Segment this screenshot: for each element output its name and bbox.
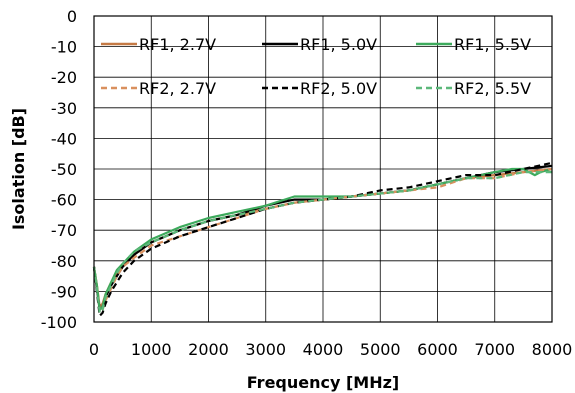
y-tick-label: 0 [67, 7, 77, 26]
y-tick-label: -80 [51, 252, 77, 271]
y-tick-label: -40 [51, 129, 77, 148]
plot-frame [93, 15, 553, 323]
tick-labels: 0 1000 2000 3000 4000 5000 6000 7000 8000 0 -10 -20… [41, 7, 573, 359]
grid [93, 15, 553, 323]
legend-label-2: RF1, 5.5V [454, 35, 531, 54]
x-tick-label: 5000 [360, 340, 401, 359]
x-tick-label: 0 [89, 340, 99, 359]
y-tick-label: -90 [51, 282, 77, 301]
legend-label-1: RF1, 5.0V [300, 35, 377, 54]
x-tick-label: 1000 [131, 340, 172, 359]
y-tick-label: -70 [51, 221, 77, 240]
y-axis-title: Isolation [dB] [9, 108, 28, 230]
legend-label-5: RF2, 5.5V [454, 79, 531, 98]
series-lines [92, 161, 553, 317]
legend-label-4: RF2, 5.0V [300, 79, 377, 98]
x-axis-title: Frequency [MHz] [247, 373, 399, 392]
y-tick-label: -60 [51, 191, 77, 210]
legend-label-0: RF1, 2.7V [139, 35, 216, 54]
series-line-2 [92, 167, 553, 311]
x-tick-label: 3000 [245, 340, 286, 359]
series-line-4 [92, 161, 553, 317]
x-tick-label: 8000 [532, 340, 573, 359]
x-tick-label: 4000 [303, 340, 344, 359]
y-tick-label: -30 [51, 99, 77, 118]
x-tick-label: 2000 [188, 340, 229, 359]
y-tick-label: -100 [41, 313, 77, 332]
y-tick-label: -20 [51, 68, 77, 87]
series-line-5 [92, 171, 552, 314]
y-tick-label: -10 [51, 38, 77, 57]
x-tick-label: 6000 [417, 340, 458, 359]
legend: RF1, 2.7V RF1, 5.0V RF1, 5.5V RF2, 2.7V RF2,… [101, 35, 531, 98]
x-tick-label: 7000 [474, 340, 515, 359]
legend-label-3: RF2, 2.7V [139, 79, 216, 98]
y-tick-label: -50 [51, 160, 77, 179]
series-line-3 [92, 167, 553, 314]
